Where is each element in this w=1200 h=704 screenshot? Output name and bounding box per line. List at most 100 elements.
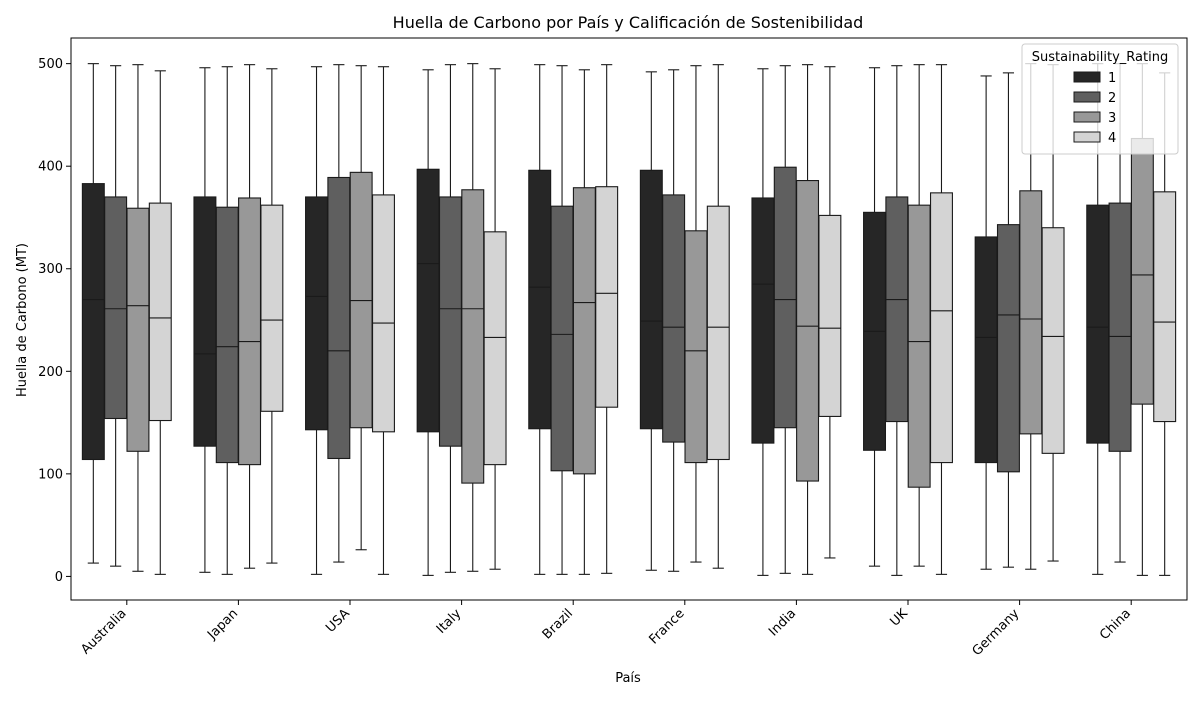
x-tick-label: UK [887, 606, 911, 630]
box-group [706, 64, 730, 569]
box-iqr [1041, 227, 1065, 454]
box-iqr [1130, 137, 1154, 405]
box-iqr [1153, 191, 1177, 423]
box-group [1019, 63, 1043, 570]
legend-title: Sustainability_Rating [1032, 50, 1168, 65]
box-group [81, 63, 105, 564]
box-group [148, 70, 172, 575]
box-group [751, 68, 775, 576]
legend-label: 1 [1108, 71, 1116, 86]
box-group [662, 69, 686, 572]
x-tick-label: Italy [434, 606, 465, 637]
x-tick-label: France [646, 606, 687, 647]
box-iqr [974, 236, 998, 464]
box-group [416, 69, 440, 576]
y-tick-label: 400 [38, 160, 63, 175]
x-tick-label: USA [323, 606, 353, 636]
x-tick-label: Germany [970, 606, 1023, 659]
box-group [260, 68, 284, 564]
plot-area [70, 37, 1188, 601]
legend-label: 3 [1108, 111, 1116, 126]
box-iqr [595, 186, 619, 408]
box-group [863, 67, 887, 567]
legend: Sustainability_Rating 1 2 3 4 [1021, 43, 1179, 155]
x-axis-label: País [615, 671, 641, 686]
y-tick-label: 500 [38, 57, 63, 72]
box-iqr [461, 189, 485, 484]
box-iqr [773, 166, 797, 429]
box-iqr [528, 169, 552, 430]
box-group [528, 64, 552, 575]
box-iqr [81, 183, 105, 461]
box-group [773, 65, 797, 574]
box-group [349, 65, 373, 551]
box-group [572, 69, 596, 575]
box-iqr [572, 187, 596, 475]
box-iqr [706, 205, 730, 461]
box-iqr [662, 194, 686, 443]
box-iqr [907, 204, 931, 488]
box-iqr [193, 196, 217, 447]
box-group [595, 64, 619, 574]
boxes-layer [81, 63, 1177, 576]
box-iqr [818, 214, 842, 417]
legend-label: 4 [1108, 131, 1116, 146]
box-iqr [305, 196, 329, 431]
x-tick-label: Brazil [540, 606, 576, 642]
box-iqr [126, 207, 150, 452]
box-iqr [438, 196, 462, 447]
box-iqr [639, 169, 663, 430]
box-iqr [416, 168, 440, 433]
box-iqr [550, 205, 574, 472]
box-iqr [996, 224, 1020, 473]
box-group [238, 64, 262, 569]
legend-label: 2 [1108, 91, 1116, 106]
box-group [104, 65, 128, 567]
box-group [461, 63, 485, 572]
box-iqr [371, 194, 395, 433]
box-group [327, 64, 351, 563]
box-iqr [751, 197, 775, 444]
box-group [126, 64, 150, 572]
box-group [885, 65, 909, 576]
box-group [974, 75, 998, 570]
y-tick-label: 300 [38, 262, 63, 277]
box-group [438, 64, 462, 573]
box-group [215, 66, 239, 575]
box-group [996, 72, 1020, 568]
y-tick-label: 0 [55, 570, 63, 585]
chart-title: Huella de Carbono por País y Calificació… [393, 13, 864, 32]
x-tick-label: India [766, 606, 799, 639]
legend-swatch [1073, 91, 1101, 103]
box-iqr [260, 204, 284, 412]
legend-swatch [1073, 111, 1101, 123]
box-group [1041, 64, 1065, 562]
box-group [929, 64, 953, 575]
box-group [639, 71, 663, 571]
box-group [907, 64, 931, 567]
box-group [796, 64, 820, 575]
box-iqr [238, 197, 262, 466]
y-tick-label: 200 [38, 365, 63, 380]
x-tick-label: Australia [78, 606, 129, 657]
box-group [193, 67, 217, 573]
box-iqr [885, 196, 909, 423]
box-iqr [929, 192, 953, 464]
box-iqr [104, 196, 128, 420]
box-group [550, 65, 574, 575]
box-iqr [1108, 202, 1132, 452]
x-tick-label: Japan [204, 606, 241, 643]
legend-swatch [1073, 71, 1101, 83]
box-group [305, 66, 329, 575]
y-axis-label: Huella de Carbono (MT) [15, 243, 30, 397]
box-iqr [327, 176, 351, 460]
box-group [483, 68, 507, 570]
box-group [684, 65, 708, 563]
x-tick-label: China [1097, 606, 1134, 643]
box-iqr [1086, 204, 1110, 444]
box-iqr [215, 206, 239, 464]
box-group [371, 66, 395, 575]
box-group [818, 66, 842, 559]
